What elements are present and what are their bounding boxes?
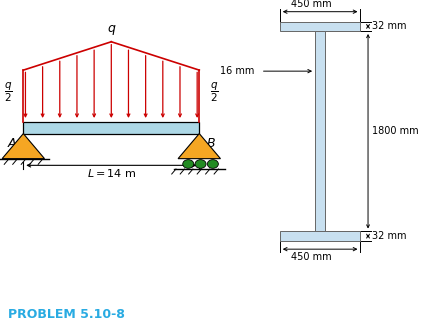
Text: 32 mm: 32 mm (372, 21, 407, 31)
Text: 32 mm: 32 mm (372, 231, 407, 241)
Bar (23, 122, 199, 134)
Text: PROBLEM 5.10-8: PROBLEM 5.10-8 (8, 308, 125, 321)
Circle shape (207, 160, 218, 168)
Text: 450 mm: 450 mm (291, 252, 332, 262)
Polygon shape (2, 134, 45, 159)
Text: 450 mm: 450 mm (291, 0, 332, 9)
Text: $A$: $A$ (7, 137, 17, 150)
Text: $\dfrac{q}{2}$: $\dfrac{q}{2}$ (4, 81, 13, 104)
Bar (280, 231, 360, 241)
Text: 1800 mm: 1800 mm (372, 126, 419, 136)
Bar (315, 31, 325, 231)
Text: $q$: $q$ (106, 23, 116, 37)
Circle shape (183, 160, 194, 168)
Circle shape (195, 160, 206, 168)
Text: $L = 14\ \mathrm{m}$: $L = 14\ \mathrm{m}$ (86, 167, 136, 179)
Text: $B$: $B$ (206, 137, 215, 150)
Polygon shape (178, 134, 220, 159)
Text: 16 mm: 16 mm (220, 66, 254, 76)
Bar (280, 22, 360, 31)
Text: $\dfrac{q}{2}$: $\dfrac{q}{2}$ (210, 81, 218, 104)
